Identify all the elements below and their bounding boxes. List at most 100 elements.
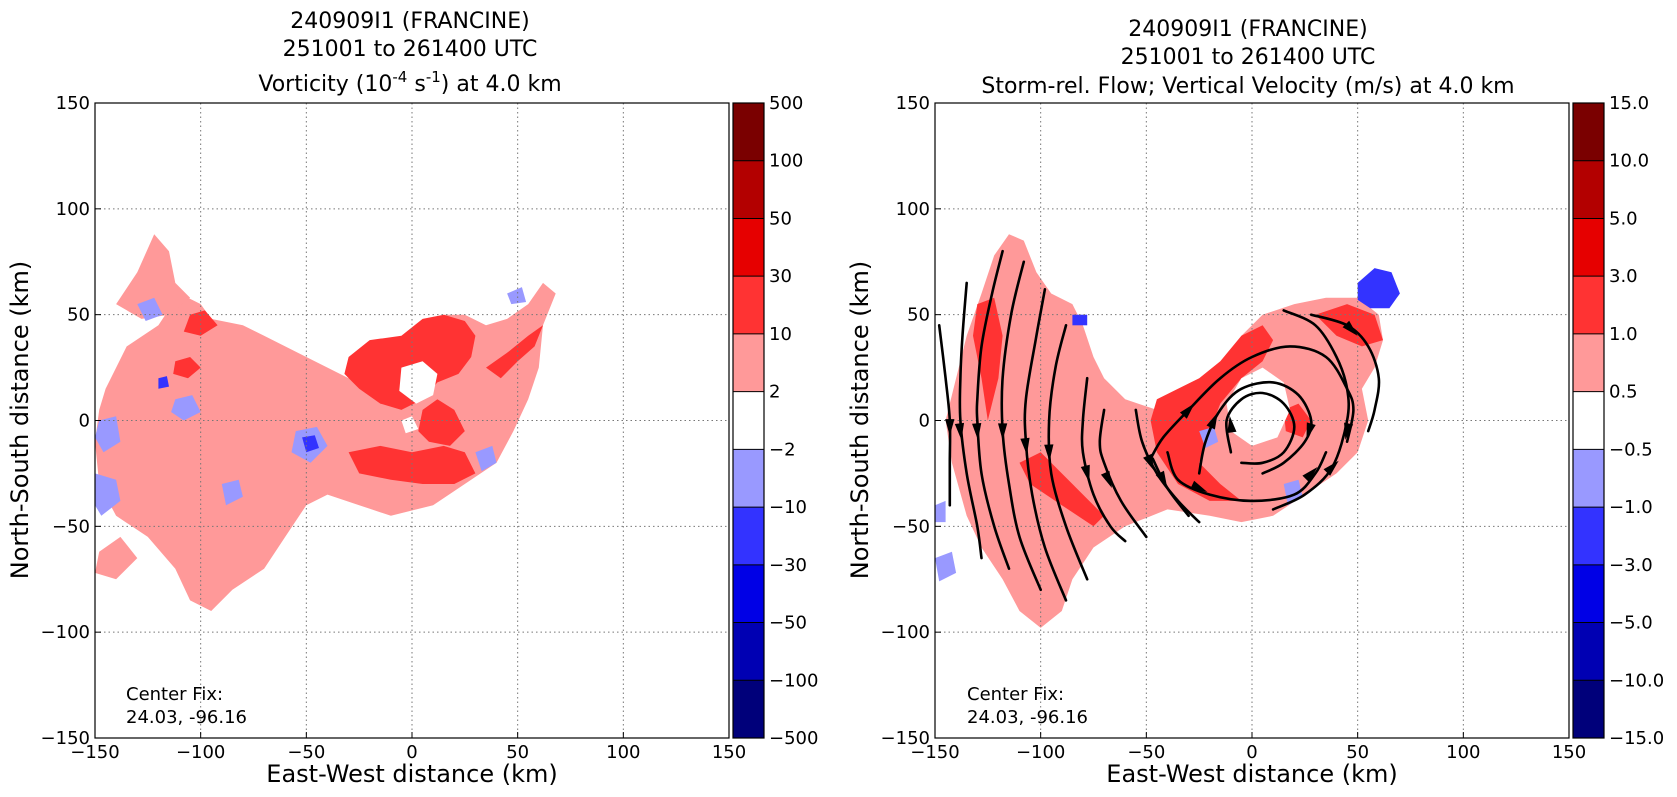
title-var-sup1: -4 [392,68,407,86]
streamline-arrowhead [1227,415,1237,433]
colorbar-tick-label: 30 [769,266,792,287]
streamline [958,281,983,560]
x-tick-label: 50 [506,742,529,763]
title-line-3: Storm-rel. Flow; Vertical Velocity (m/s)… [981,74,1514,99]
vorticity-colorbar: 500 100 50 30 10 2 −2 −10 −30 −50 −100 −500 [732,93,818,749]
y-tick-label: −100 [881,622,930,643]
x-axis-label: East-West distance (km) [1106,760,1397,788]
colorbar-tick-label: 2 [769,382,780,403]
title-var-pre: Vorticity (10 [258,72,392,97]
streamline [1134,408,1201,524]
colorbar-segment [733,391,764,450]
contour-region-red [173,357,201,379]
storm-relative-streamlines [937,249,1381,602]
y-tick-label: −100 [41,622,90,643]
streamline [1224,391,1296,465]
streamline-arrowhead [1206,412,1218,430]
colorbar-segment [733,103,764,162]
x-tick-label: −50 [1127,742,1165,763]
vertical-velocity-panel: 240909I1 (FRANCINE) 251001 to 261400 UTC… [846,17,1664,788]
colorbar-segment [733,218,764,277]
colorbar-tick-label: 500 [769,93,803,114]
streamline [1309,313,1381,433]
contour-region-red [183,310,218,336]
colorbar-segment [1573,160,1604,219]
colorbar-tick-label: −1.0 [1609,497,1653,518]
x-tick-label: −100 [1016,742,1065,763]
streamline-arrowhead [1323,460,1339,476]
contour-region-blue [1357,268,1400,309]
x-tick-label: 0 [406,742,417,763]
title-var-mid: s [407,72,425,97]
contour-region-light-blue [507,287,527,305]
x-tick-label: 100 [1446,742,1480,763]
y-tick-label: 50 [67,305,90,326]
contour-region-red [344,314,476,410]
colorbar-segment [1573,276,1604,335]
title-var-sup2: -1 [426,68,441,86]
colorbar-tick-label: 0.5 [1609,382,1638,403]
x-tick-label: 150 [712,742,746,763]
contour-region-light-blue [221,479,243,506]
contour-region-red [973,297,1003,421]
streamline-arrowhead [1190,480,1208,493]
y-tick-label: 150 [896,93,930,114]
title-line-2: 251001 to 261400 UTC [1121,45,1376,70]
streamline [975,249,1011,570]
x-axis-ticks: −150 −100 −50 0 50 100 150 [910,732,1586,763]
colorbar-tick-label: 5.0 [1609,208,1638,229]
y-axis-label: North-South distance (km) [846,261,874,580]
contour-region-light-blue [935,551,957,582]
vorticity-field [95,234,556,611]
y-tick-label: −50 [892,516,930,537]
colorbar-segment [733,564,764,624]
y-tick-label: 0 [919,411,930,432]
x-tick-label: −100 [176,742,225,763]
streamline-arrowhead [1155,470,1168,488]
colorbar-tick-label: −30 [769,555,807,576]
center-fix-label: Center Fix: [126,684,223,705]
streamline [937,324,952,507]
streamline-arrowhead [997,423,1008,441]
colorbar-segment [1573,622,1604,681]
colorbar-segment [1573,680,1604,739]
colorbar-tick-label: −10.0 [1609,670,1664,691]
colorbar-tick-label: −15.0 [1609,728,1664,749]
y-tick-label: −50 [52,516,90,537]
y-tick-label: 150 [56,93,90,114]
y-tick-label: 100 [896,199,930,220]
colorbar-tick-label: −10 [769,497,807,518]
center-fix-coords: 24.03, -96.16 [967,707,1088,728]
y-tick-label: 100 [56,199,90,220]
y-tick-label: 50 [907,305,930,326]
streamline-arrowhead [1080,464,1090,483]
colorbar-frame [1572,102,1605,739]
x-tick-label: 50 [1346,742,1369,763]
contour-region-light-blue [137,297,163,321]
title-line-1: 240909I1 (FRANCINE) [1128,17,1367,42]
contour-region-blue [302,435,319,453]
streamline-arrowhead [945,419,955,436]
streamline-arrowhead [1302,467,1318,483]
title-line-2: 251001 to 261400 UTC [283,37,538,62]
colorbar-segment [1573,507,1604,566]
streamline-arrowhead [1342,320,1358,336]
colorbar-tick-label: −0.5 [1609,439,1653,460]
center-fix-coords: 24.03, -96.16 [126,707,247,728]
x-tick-label: 0 [1246,742,1257,763]
contour-region-red [1019,452,1105,527]
x-tick-label: −150 [910,742,959,763]
colorbar-tick-label: 10.0 [1609,151,1649,172]
y-tick-label: −150 [41,728,90,749]
colorbar-segment [1573,333,1604,393]
colorbar-frame [732,102,765,739]
streamline-arrowhead [1179,403,1195,419]
colorbar-tick-label: −2 [769,439,796,460]
contour-region-light-blue [171,395,201,421]
title-line-3: Vorticity (10-4 s-1) at 4.0 km [258,68,561,97]
colorbar-tick-label: −500 [769,728,818,749]
colorbar-tick-label: 15.0 [1609,93,1649,114]
title-line-1: 240909I1 (FRANCINE) [290,9,529,34]
colorbar-segment [1573,218,1604,277]
